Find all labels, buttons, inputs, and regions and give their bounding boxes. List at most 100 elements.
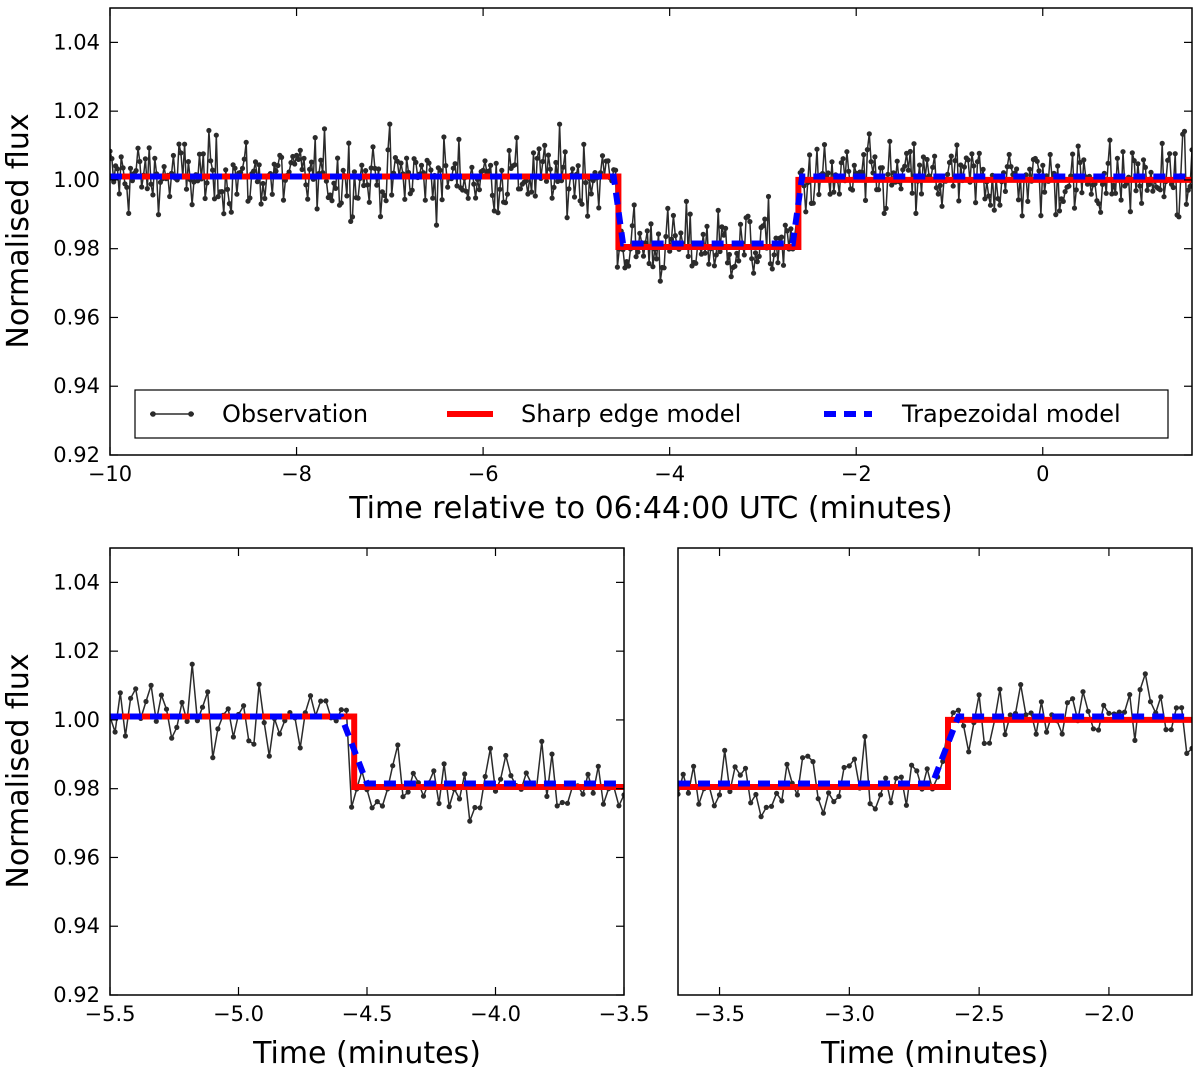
observation-point bbox=[446, 804, 452, 810]
observation-point bbox=[775, 260, 781, 266]
observation-point bbox=[256, 162, 262, 168]
observation-point bbox=[559, 799, 565, 806]
observation-point bbox=[911, 141, 917, 147]
observation-point bbox=[965, 157, 971, 163]
observation-point bbox=[930, 164, 936, 170]
observation-point bbox=[1099, 181, 1106, 187]
observation-point bbox=[670, 212, 677, 219]
observation-point bbox=[1140, 157, 1147, 163]
observation-point bbox=[363, 168, 369, 174]
observation-point bbox=[260, 180, 266, 187]
observation-point bbox=[142, 156, 148, 162]
observation-point bbox=[721, 232, 727, 238]
observation-point bbox=[247, 195, 253, 201]
observation-point bbox=[782, 222, 788, 228]
observation-point bbox=[359, 162, 365, 168]
observation-point bbox=[902, 163, 908, 169]
y-tick-label: 1.02 bbox=[53, 99, 100, 123]
observation-point bbox=[836, 793, 842, 800]
observation-point bbox=[351, 169, 357, 175]
observation-point bbox=[348, 218, 354, 224]
observation-point bbox=[452, 161, 458, 167]
observation-point bbox=[1042, 189, 1048, 195]
observation-point bbox=[1008, 164, 1014, 170]
observation-point bbox=[1172, 151, 1178, 157]
observation-point bbox=[680, 771, 686, 778]
observation-point bbox=[333, 185, 339, 191]
observation-point bbox=[799, 167, 805, 173]
x-axis-title: Time (minutes) bbox=[820, 1036, 1049, 1071]
observation-point bbox=[1142, 164, 1148, 170]
y-tick-label: 0.96 bbox=[53, 305, 100, 329]
observation-point bbox=[189, 202, 195, 208]
observation-point bbox=[1107, 137, 1113, 143]
observation-point bbox=[390, 763, 396, 769]
observation-point bbox=[1135, 161, 1141, 167]
observation-point bbox=[1002, 188, 1009, 194]
observation-point bbox=[562, 149, 568, 155]
observation-point bbox=[742, 765, 749, 771]
observation-point bbox=[894, 158, 900, 164]
observation-point bbox=[879, 165, 885, 171]
observation-point bbox=[463, 188, 469, 194]
observation-point bbox=[1096, 201, 1102, 207]
observation-point bbox=[754, 259, 760, 265]
y-tick-label: 1.04 bbox=[53, 570, 100, 594]
x-tick-label: −2 bbox=[841, 462, 872, 486]
observation-point bbox=[991, 207, 997, 213]
observation-point bbox=[763, 804, 769, 811]
observation-point bbox=[758, 814, 764, 820]
observation-point bbox=[969, 151, 975, 157]
observation-point bbox=[202, 195, 208, 202]
observation-point bbox=[497, 186, 503, 192]
observation-point bbox=[784, 761, 790, 767]
observation-point bbox=[702, 250, 708, 256]
observation-point bbox=[773, 235, 779, 241]
observation-point bbox=[933, 185, 940, 191]
observation-point bbox=[585, 771, 591, 778]
observation-point bbox=[225, 706, 231, 712]
axes-frame bbox=[109, 7, 1193, 456]
observation-point bbox=[670, 783, 675, 788]
legend: Observation Sharp edge model Trapezoidal… bbox=[134, 389, 1169, 439]
observation-point bbox=[146, 145, 152, 151]
x-tick-label: −4 bbox=[654, 462, 685, 486]
observation-point bbox=[433, 222, 440, 228]
observation-point bbox=[441, 134, 447, 140]
observation-point bbox=[614, 264, 621, 270]
observation-point bbox=[1081, 157, 1087, 163]
observation-point bbox=[997, 202, 1003, 208]
x-tick-label: 0 bbox=[1036, 462, 1049, 486]
y-axis-title: Normalised flux bbox=[1, 113, 36, 348]
observation-point bbox=[751, 270, 757, 276]
observation-point bbox=[876, 187, 882, 193]
observation-point bbox=[920, 154, 927, 160]
observation-point bbox=[657, 278, 663, 284]
observation-point bbox=[557, 121, 563, 127]
observation-point bbox=[717, 248, 723, 255]
observation-point bbox=[327, 192, 333, 198]
observation-point bbox=[877, 792, 884, 798]
observation-point bbox=[635, 249, 641, 255]
observation-point bbox=[286, 169, 292, 175]
observation-point bbox=[616, 803, 622, 809]
observation-point bbox=[841, 764, 847, 771]
observation-point bbox=[696, 801, 702, 807]
observation-point bbox=[223, 167, 229, 173]
observation-point bbox=[256, 681, 262, 687]
observation-point bbox=[1077, 159, 1083, 166]
legend-label-sharp-edge: Sharp edge model bbox=[521, 400, 741, 428]
axes-frame bbox=[677, 547, 1193, 996]
observation-point bbox=[867, 801, 873, 807]
observation-point bbox=[711, 803, 717, 809]
observation-point bbox=[346, 140, 352, 146]
observation-point bbox=[402, 196, 408, 202]
observation-point bbox=[954, 142, 960, 148]
observation-point bbox=[851, 756, 858, 762]
observation-point bbox=[462, 771, 468, 777]
observation-point bbox=[945, 171, 951, 177]
observation-point bbox=[693, 260, 699, 266]
observation-point bbox=[883, 775, 889, 781]
observation-point bbox=[859, 169, 865, 175]
